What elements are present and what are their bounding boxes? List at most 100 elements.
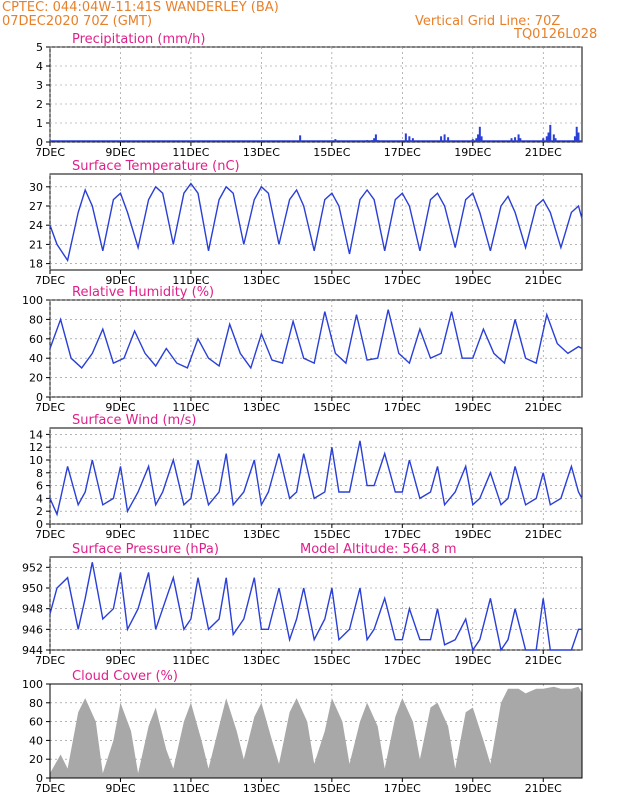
precip-xtick-label: 21DEC — [525, 146, 562, 159]
precip-frame — [49, 46, 583, 143]
cloud-title: Cloud Cover (%) — [72, 669, 178, 684]
temp-title: Surface Temperature (nC) — [72, 159, 240, 174]
temp-xtick-label: 21DEC — [525, 274, 562, 287]
cloud-ytick-label: 40 — [29, 734, 43, 747]
header-model-id: TQ0126L028 — [514, 27, 598, 42]
pressure-xtick-label: 19DEC — [454, 654, 491, 667]
temp-ytick-label: 30 — [29, 181, 43, 194]
cloud-xtick-label: 19DEC — [454, 782, 491, 795]
cloud-xtick-label: 15DEC — [313, 782, 350, 795]
precip-xtick-label: 19DEC — [454, 146, 491, 159]
header-station: CPTEC: 044:04W-11:41S WANDERLEY (BA) — [2, 0, 279, 15]
rh-xtick-label: 15DEC — [313, 401, 350, 414]
precip-bar — [477, 134, 480, 142]
wind-frame — [49, 427, 583, 525]
header-date: 07DEC2020 70Z (GMT) — [2, 14, 153, 29]
rh-xtick-label: 17DEC — [384, 401, 421, 414]
rh-ytick-label: 60 — [29, 333, 43, 346]
wind-ytick-label: 10 — [29, 454, 43, 467]
temp-ytick-label: 24 — [29, 219, 43, 232]
cloud-xtick-label: 13DEC — [243, 782, 280, 795]
cloud-xtick-label: 9DEC — [105, 782, 135, 795]
precip-bar — [478, 126, 481, 142]
rh-title: Relative Humidity (%) — [72, 285, 214, 300]
rh-xtick-label: 11DEC — [172, 401, 209, 414]
wind-ytick-label: 2 — [36, 505, 43, 518]
precip-bar — [447, 137, 450, 142]
temp-xtick-label: 19DEC — [454, 274, 491, 287]
cloud-xtick-label: 11DEC — [172, 782, 209, 795]
wind-xtick-label: 11DEC — [172, 528, 209, 541]
rh-frame — [49, 299, 583, 398]
precip-bar — [475, 138, 478, 142]
rh-xtick-label: 19DEC — [454, 401, 491, 414]
precip-bar — [299, 135, 302, 142]
rh-ytick-label: 80 — [29, 313, 43, 326]
cloud-xtick-label: 17DEC — [384, 782, 421, 795]
precip-bar — [411, 138, 414, 142]
rh-ytick-label: 40 — [29, 352, 43, 365]
precip-bar — [517, 134, 520, 142]
precip-bar — [408, 136, 411, 142]
cloud-ytick-label: 80 — [29, 697, 43, 710]
pressure-xtick-label: 9DEC — [105, 654, 135, 667]
precip-bar — [373, 138, 376, 142]
rh-ytick-label: 20 — [29, 372, 43, 385]
rh-xtick-label: 7DEC — [35, 401, 65, 414]
precip-bar — [404, 133, 407, 142]
cloud-area — [50, 686, 582, 778]
wind-xtick-label: 15DEC — [313, 528, 350, 541]
precip-bar — [577, 132, 580, 142]
precip-ytick-label: 1 — [36, 117, 43, 130]
precip-bar — [480, 136, 483, 142]
precip-xtick-label: 17DEC — [384, 146, 421, 159]
pressure-title: Surface Pressure (hPa) — [72, 542, 219, 557]
pressure-ytick-label: 946 — [22, 623, 43, 636]
temp-xtick-label: 7DEC — [35, 274, 65, 287]
pressure-ytick-label: 948 — [22, 603, 43, 616]
cloud-ytick-label: 60 — [29, 716, 43, 729]
pressure-series-line — [49, 562, 582, 652]
pressure-ytick-label: 950 — [22, 582, 43, 595]
precip-bar — [549, 124, 552, 142]
precip-xtick-label: 7DEC — [35, 146, 65, 159]
temp-frame — [49, 173, 583, 271]
cloud-xtick-label: 21DEC — [525, 782, 562, 795]
pressure-xtick-label: 21DEC — [525, 654, 562, 667]
temp-xtick-label: 15DEC — [313, 274, 350, 287]
precip-bar — [545, 136, 548, 142]
temp-ytick-label: 18 — [29, 258, 43, 271]
precip-xtick-label: 15DEC — [313, 146, 350, 159]
cloud-frame-top — [49, 683, 583, 779]
rh-ytick-label: 0 — [36, 391, 43, 404]
pressure-xtick-label: 17DEC — [384, 654, 421, 667]
wind-xtick-label: 19DEC — [454, 528, 491, 541]
temp-xtick-label: 11DEC — [172, 274, 209, 287]
wind-xtick-label: 7DEC — [35, 528, 65, 541]
pressure-annotation: Model Altitude: 564.8 m — [300, 542, 457, 557]
precip-bar — [542, 138, 545, 142]
temp-series-line — [49, 182, 583, 263]
temp-xtick-label: 9DEC — [105, 274, 135, 287]
precip-bar — [374, 134, 377, 142]
wind-series-line — [49, 440, 583, 517]
cloud-ytick-label: 100 — [22, 678, 43, 691]
temp-ytick-label: 27 — [29, 200, 43, 213]
pressure-ytick-label: 944 — [22, 644, 43, 657]
wind-ytick-label: 12 — [29, 441, 43, 454]
precip-xtick-label: 13DEC — [243, 146, 280, 159]
wind-ytick-label: 14 — [29, 428, 43, 441]
pressure-xtick-label: 11DEC — [172, 654, 209, 667]
precip-bar — [552, 134, 555, 142]
precip-bar — [440, 136, 443, 142]
rh-series-line — [49, 309, 583, 370]
wind-xtick-label: 13DEC — [243, 528, 280, 541]
cloud-xtick-label: 7DEC — [35, 782, 65, 795]
precip-bar — [575, 126, 578, 142]
wind-xtick-label: 21DEC — [525, 528, 562, 541]
temp-xtick-label: 13DEC — [243, 274, 280, 287]
wind-xtick-label: 17DEC — [384, 528, 421, 541]
precip-bar — [547, 132, 550, 142]
rh-xtick-label: 13DEC — [243, 401, 280, 414]
